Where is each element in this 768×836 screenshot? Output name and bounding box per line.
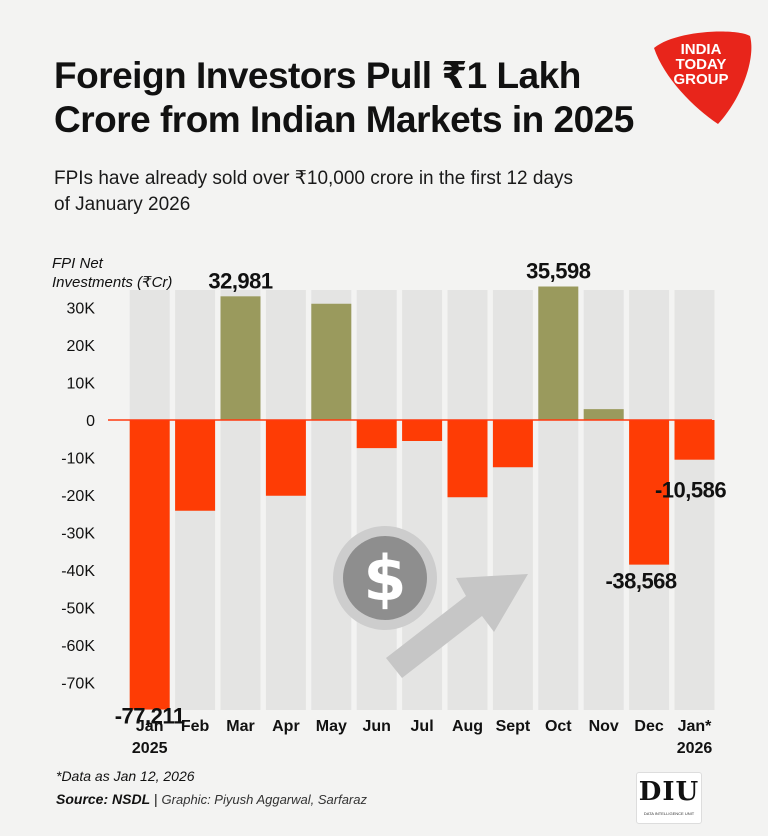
footnote: *Data as Jan 12, 2026 — [56, 768, 195, 784]
bar — [356, 420, 397, 449]
diu-badge: DIU DATA INTELLIGENCE UNIT — [636, 772, 702, 824]
column-background — [265, 290, 306, 710]
y-axis-label-line-1: FPI Net — [52, 255, 103, 272]
y-tick-label: -50K — [61, 601, 95, 618]
column-background — [356, 290, 397, 710]
chart-subtitle: FPIs have already sold over ₹10,000 cror… — [54, 168, 574, 215]
x-tick-label: Jan — [136, 718, 164, 735]
column-background — [674, 290, 715, 710]
column-background — [447, 290, 488, 710]
india-today-group-logo: INDIA TODAY GROUP — [646, 28, 756, 128]
y-tick-label: 10K — [67, 376, 96, 393]
x-tick-label: Jul — [411, 718, 434, 735]
dollar-sign-icon: $ — [363, 542, 406, 615]
y-tick-label: -40K — [61, 563, 95, 580]
bar — [129, 420, 170, 710]
x-tick-label: Mar — [226, 718, 254, 735]
y-tick-label: 0 — [86, 413, 95, 430]
y-tick-label: 20K — [67, 338, 96, 355]
bar — [629, 420, 670, 565]
source-text: Source: NSDL — [56, 791, 151, 807]
bar — [265, 420, 306, 496]
logo-shape — [654, 31, 752, 124]
bar — [538, 286, 579, 420]
y-tick-label: 30K — [67, 301, 96, 318]
x-tick-label: May — [316, 718, 347, 735]
logo-line-1: INDIA — [680, 41, 722, 58]
x-tick-label: Apr — [272, 718, 300, 735]
bar — [674, 420, 715, 460]
bar — [311, 303, 352, 420]
graphic-credit: Graphic: Piyush Aggarwal, Sarfaraz — [161, 792, 367, 807]
logo-line-2: TODAY — [675, 56, 727, 73]
diu-badge-text: DIU — [638, 777, 700, 807]
column-background — [492, 290, 533, 710]
x-tick-label: Jun — [362, 718, 390, 735]
source-line: Source: NSDL | Graphic: Piyush Aggarwal,… — [56, 791, 367, 807]
y-axis-label: FPI Net Investments (₹Cr) — [52, 254, 172, 292]
bar — [583, 409, 624, 420]
source-divider: | — [154, 791, 162, 807]
arrow-icon — [386, 574, 528, 678]
bar — [175, 420, 216, 511]
y-tick-label: -30K — [61, 526, 95, 543]
x-tick-label: Jan* — [678, 718, 713, 735]
x-tick-label: Feb — [181, 718, 210, 735]
column-background — [583, 290, 624, 710]
x-tick-label: Sept — [496, 718, 531, 735]
x-tick-label: Aug — [452, 718, 483, 735]
y-tick-label: -20K — [61, 488, 95, 505]
data-label: -77,211 — [115, 704, 185, 729]
y-tick-label: -10K — [61, 451, 95, 468]
dollar-arrow-graphic: $ — [333, 526, 528, 678]
y-axis-label-line-2: Investments (₹Cr) — [52, 274, 173, 291]
x-tick-label: Nov — [589, 718, 619, 735]
x-tick-label: Oct — [545, 718, 572, 735]
x-tick-label: 2026 — [677, 740, 713, 757]
bar — [492, 420, 533, 468]
data-label: 32,981 — [208, 268, 273, 293]
y-tick-label: -60K — [61, 638, 95, 655]
y-tick-label: -70K — [61, 676, 95, 693]
bar — [220, 296, 261, 420]
x-tick-label: Dec — [634, 718, 663, 735]
data-label: -38,568 — [606, 569, 677, 594]
x-tick-label: 2025 — [132, 740, 168, 757]
data-label: 35,598 — [526, 259, 591, 284]
bar — [447, 420, 488, 498]
chart-title: Foreign Investors Pull ₹1 Lakh Crore fro… — [54, 55, 634, 140]
dollar-coin-inner — [343, 536, 427, 620]
data-label: -10,586 — [655, 478, 726, 503]
logo-line-3: GROUP — [673, 71, 729, 88]
bar — [402, 420, 443, 441]
diu-badge-subtext: DATA INTELLIGENCE UNIT — [643, 811, 695, 816]
